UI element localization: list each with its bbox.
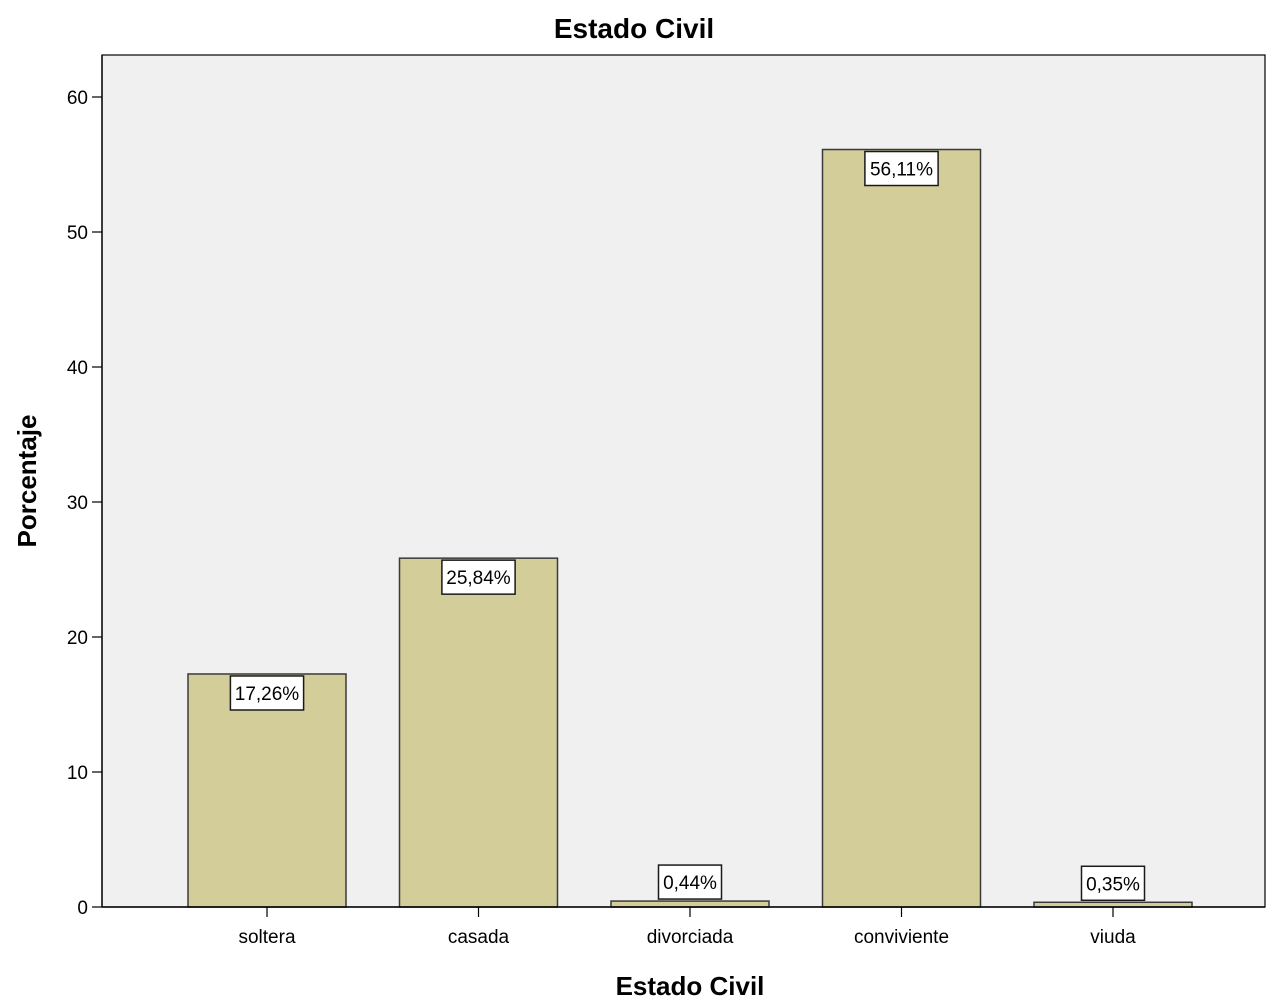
x-tick-label: conviviente [854, 927, 949, 948]
x-tick-label: casada [448, 927, 510, 948]
data-label-box [657, 864, 723, 900]
data-label-box [1080, 865, 1146, 902]
data-label-text: 0,35% [1086, 874, 1140, 895]
data-labels-group: 17,26% 25,84% 0,44% 56,11% 0,35% [229, 150, 1146, 902]
bar-viuda [1033, 901, 1193, 908]
x-tick-label: soltera [238, 927, 295, 948]
x-axis-title: Estado Civil [616, 971, 765, 998]
y-tick-label: 40 [67, 358, 88, 379]
bar-casada [398, 557, 559, 908]
data-label: 56,11% [864, 150, 939, 187]
data-label: 0,44% [657, 864, 723, 900]
x-axis: soltera casada divorciada conviviente viuda [102, 906, 1265, 948]
data-label-box [864, 150, 939, 187]
bars-group [187, 148, 1193, 908]
bar-conviviente [821, 148, 982, 908]
y-axis: 0 10 20 30 40 50 60 [67, 55, 103, 919]
x-tick-label: viuda [1090, 927, 1136, 948]
data-label-text: 0,44% [663, 873, 717, 894]
data-label: 17,26% [229, 675, 305, 711]
y-tick-label: 30 [67, 493, 88, 514]
y-tick-label: 60 [67, 88, 88, 109]
data-label-box [229, 675, 305, 711]
y-tick-label: 0 [77, 898, 88, 919]
data-label-text: 25,84% [446, 568, 511, 589]
bar-soltera [187, 673, 347, 908]
y-axis-title: Porcentaje [12, 415, 42, 548]
data-label-text: 56,11% [870, 160, 933, 181]
x-tick-label: divorciada [647, 927, 734, 948]
data-label-box [441, 559, 516, 595]
bar-divorciada [610, 900, 770, 908]
y-tick-label: 20 [67, 628, 88, 649]
y-tick-label: 10 [67, 763, 88, 784]
data-label-text: 17,26% [235, 684, 300, 705]
data-label: 0,35% [1080, 865, 1146, 902]
data-label: 25,84% [441, 559, 516, 595]
y-tick-label: 50 [67, 223, 88, 244]
chart-title: Estado Civil [554, 13, 714, 44]
